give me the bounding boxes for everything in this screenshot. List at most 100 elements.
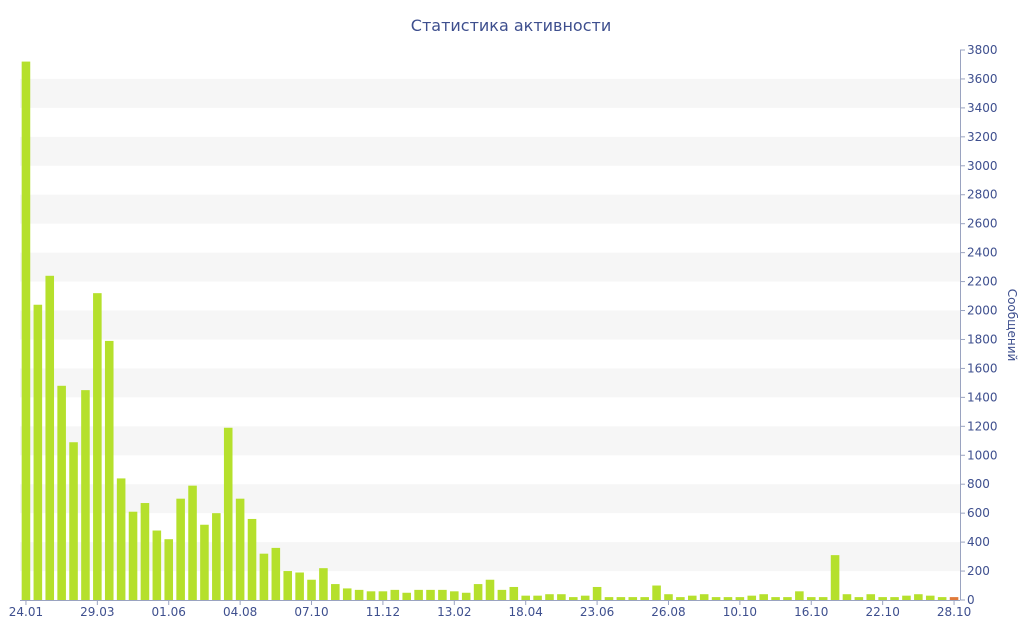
y-tick-label: 1600 [967, 361, 998, 375]
bar[interactable] [902, 595, 911, 600]
bar[interactable] [378, 591, 388, 600]
bar[interactable] [723, 597, 733, 600]
bar[interactable] [592, 586, 602, 600]
bar[interactable] [93, 293, 102, 600]
bar[interactable] [104, 340, 114, 600]
bar[interactable] [473, 584, 483, 600]
bar[interactable] [414, 589, 423, 600]
x-tick-label: 04.08 [223, 605, 257, 619]
bar[interactable] [580, 595, 590, 600]
bar[interactable] [45, 275, 55, 600]
bar[interactable] [949, 597, 959, 600]
bar[interactable] [331, 584, 340, 600]
bar[interactable] [176, 498, 185, 600]
bar[interactable] [533, 595, 542, 600]
bar[interactable] [485, 579, 495, 600]
bar[interactable] [509, 586, 519, 600]
bar[interactable] [735, 597, 745, 600]
bar[interactable] [783, 597, 792, 600]
bar[interactable] [33, 304, 43, 600]
bar[interactable] [461, 592, 471, 600]
bar[interactable] [866, 594, 876, 600]
x-tick-label: 10.10 [723, 605, 757, 619]
bar[interactable] [771, 597, 780, 600]
bar[interactable] [152, 530, 162, 600]
bar[interactable] [426, 589, 435, 600]
bar[interactable] [545, 594, 554, 600]
x-tick-label: 23.06 [580, 605, 614, 619]
bar[interactable] [81, 390, 90, 600]
y-tick-label: 1800 [967, 332, 998, 346]
bar[interactable] [247, 518, 257, 600]
bar[interactable] [616, 597, 626, 600]
bar[interactable] [795, 591, 804, 600]
bar[interactable] [283, 571, 293, 600]
bar[interactable] [212, 513, 221, 600]
bar[interactable] [200, 524, 209, 600]
bar[interactable] [711, 597, 721, 600]
bar[interactable] [842, 594, 852, 600]
bar[interactable] [438, 589, 447, 600]
bar[interactable] [235, 498, 245, 600]
bar[interactable] [818, 597, 828, 600]
y-tick-label: 3000 [967, 159, 998, 173]
bar[interactable] [402, 592, 411, 600]
bar[interactable] [259, 553, 269, 600]
bar[interactable] [937, 597, 947, 600]
bar[interactable] [342, 588, 352, 600]
bar[interactable] [676, 597, 685, 600]
bar[interactable] [521, 595, 530, 600]
bar[interactable] [271, 547, 281, 600]
x-tick-label: 26.08 [651, 605, 685, 619]
bar[interactable] [69, 442, 78, 600]
bar[interactable] [366, 591, 376, 600]
grid-band [20, 426, 960, 456]
x-tick-label: 16.10 [794, 605, 828, 619]
bar[interactable] [57, 385, 66, 600]
x-tick-label: 01.06 [152, 605, 186, 619]
bar[interactable] [223, 427, 233, 600]
grid-band [20, 368, 960, 398]
bar[interactable] [925, 595, 935, 600]
y-tick-label: 400 [967, 535, 990, 549]
bar[interactable] [640, 597, 649, 600]
bar[interactable] [652, 585, 661, 600]
bar[interactable] [295, 572, 304, 601]
bar[interactable] [164, 539, 174, 600]
x-tick-label: 28.10 [937, 605, 971, 619]
bar[interactable] [188, 485, 197, 600]
bar[interactable] [569, 597, 578, 600]
y-tick-label: 2800 [967, 188, 998, 202]
bar[interactable] [497, 589, 507, 600]
bar[interactable] [604, 597, 614, 600]
bar[interactable] [747, 595, 757, 600]
bar[interactable] [806, 597, 816, 600]
bar[interactable] [128, 511, 138, 600]
y-tick-label: 2200 [967, 275, 998, 289]
bar[interactable] [557, 594, 566, 600]
bar[interactable] [140, 503, 150, 600]
bar[interactable] [854, 597, 864, 600]
bar[interactable] [914, 594, 923, 600]
bar[interactable] [759, 594, 768, 600]
bar[interactable] [319, 568, 328, 600]
bar[interactable] [699, 594, 709, 600]
bar[interactable] [878, 597, 887, 600]
bar[interactable] [390, 589, 400, 600]
bar[interactable] [21, 61, 31, 600]
bar[interactable] [664, 594, 673, 600]
y-tick-label: 3200 [967, 130, 998, 144]
bar[interactable] [687, 595, 697, 600]
bar[interactable] [354, 589, 364, 600]
bar[interactable] [116, 478, 126, 600]
y-tick-label: 3400 [967, 101, 998, 115]
y-tick-label: 800 [967, 477, 990, 491]
bar[interactable] [830, 555, 840, 600]
bar[interactable] [628, 597, 638, 600]
bars [21, 61, 959, 601]
bar[interactable] [890, 597, 899, 600]
x-tick-label: 07.10 [294, 605, 328, 619]
bar[interactable] [450, 591, 459, 600]
bar[interactable] [307, 579, 316, 600]
y-tick-label: 1400 [967, 390, 998, 404]
